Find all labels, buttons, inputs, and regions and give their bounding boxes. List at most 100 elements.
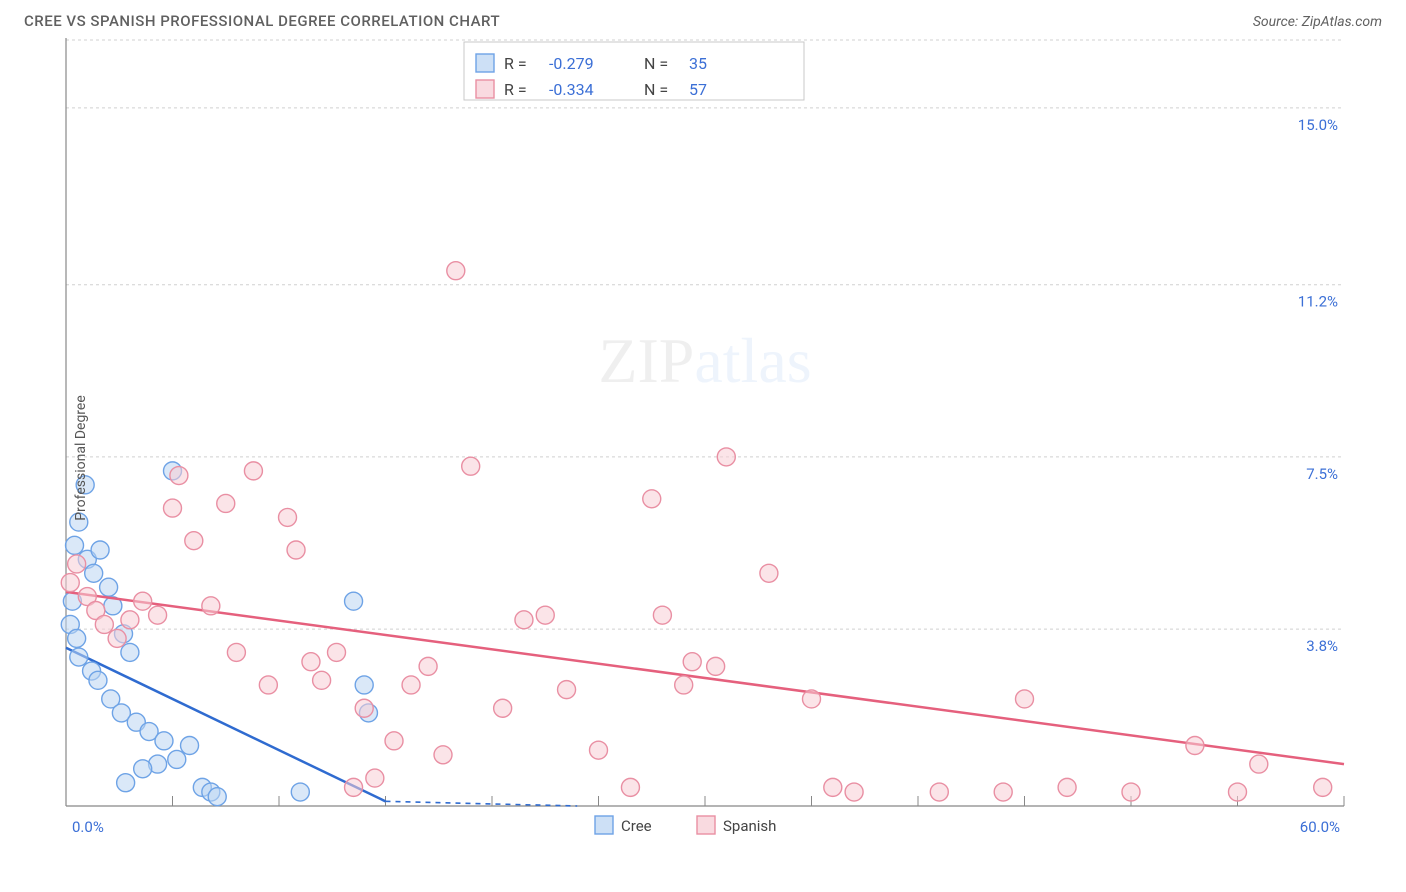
watermark: ZIPatlas xyxy=(598,325,811,396)
data-point xyxy=(621,778,639,796)
series-label: Cree xyxy=(621,817,652,835)
chart-source: Source: ZipAtlas.com xyxy=(1253,14,1382,30)
data-point xyxy=(1229,783,1247,801)
trend-line xyxy=(66,592,1344,764)
legend-swatch xyxy=(476,80,494,98)
data-point xyxy=(402,676,420,694)
data-point xyxy=(70,648,88,666)
data-point xyxy=(845,783,863,801)
data-point xyxy=(244,462,262,480)
data-point xyxy=(181,736,199,754)
data-point xyxy=(1250,755,1268,773)
y-tick-label: 3.8% xyxy=(1306,637,1338,655)
data-point xyxy=(994,783,1012,801)
data-point xyxy=(328,643,346,661)
data-point xyxy=(536,606,554,624)
data-point xyxy=(121,611,139,629)
data-point xyxy=(366,769,384,787)
data-point xyxy=(208,788,226,806)
data-point xyxy=(675,676,693,694)
chart-title: CREE VS SPANISH PROFESSIONAL DEGREE CORR… xyxy=(24,12,500,30)
series-swatch xyxy=(595,816,613,834)
data-point xyxy=(707,657,725,675)
data-point xyxy=(803,690,821,708)
data-point xyxy=(1314,778,1332,796)
y-tick-label: 7.5% xyxy=(1306,465,1338,483)
data-point xyxy=(345,778,363,796)
data-point xyxy=(515,611,533,629)
trend-line xyxy=(66,648,386,802)
data-point xyxy=(91,541,109,559)
data-point xyxy=(85,564,103,582)
data-point xyxy=(1122,783,1140,801)
legend-n-label: N = xyxy=(644,80,668,99)
data-point xyxy=(61,574,79,592)
data-point xyxy=(558,681,576,699)
data-point xyxy=(149,606,167,624)
data-point xyxy=(168,750,186,768)
data-point xyxy=(494,699,512,717)
data-point xyxy=(302,653,320,671)
x-start-label: 0.0% xyxy=(72,818,104,836)
data-point xyxy=(447,262,465,280)
data-point xyxy=(108,629,126,647)
data-point xyxy=(760,564,778,582)
data-point xyxy=(89,671,107,689)
data-point xyxy=(202,597,220,615)
data-point xyxy=(170,467,188,485)
legend-swatch xyxy=(476,54,494,72)
data-point xyxy=(287,541,305,559)
data-point xyxy=(217,494,235,512)
data-point xyxy=(68,629,86,647)
data-point xyxy=(291,783,309,801)
data-point xyxy=(930,783,948,801)
data-point xyxy=(355,676,373,694)
data-point xyxy=(683,653,701,671)
series-swatch xyxy=(697,816,715,834)
data-point xyxy=(95,615,113,633)
data-point xyxy=(434,746,452,764)
data-point xyxy=(134,592,152,610)
data-point xyxy=(1186,736,1204,754)
x-end-label: 60.0% xyxy=(1300,818,1340,836)
legend-r-label: R = xyxy=(504,80,527,99)
data-point xyxy=(121,643,139,661)
chart-container: Professional Degree 3.8%7.5%11.2%15.0%ZI… xyxy=(24,38,1382,878)
data-point xyxy=(68,555,86,573)
data-point xyxy=(345,592,363,610)
data-point xyxy=(155,732,173,750)
data-point xyxy=(462,457,480,475)
data-point xyxy=(643,490,661,508)
data-point xyxy=(164,499,182,517)
data-point xyxy=(1016,690,1034,708)
legend-n-value: 57 xyxy=(689,80,707,99)
data-point xyxy=(590,741,608,759)
data-point xyxy=(259,676,277,694)
legend-n-label: N = xyxy=(644,54,668,73)
legend-r-value: -0.279 xyxy=(549,54,594,73)
data-point xyxy=(66,536,84,554)
series-label: Spanish xyxy=(723,817,776,835)
data-point xyxy=(717,448,735,466)
data-point xyxy=(279,508,297,526)
data-point xyxy=(824,778,842,796)
chart-header: CREE VS SPANISH PROFESSIONAL DEGREE CORR… xyxy=(0,0,1406,38)
y-tick-label: 15.0% xyxy=(1298,116,1338,134)
data-point xyxy=(355,699,373,717)
data-point xyxy=(185,532,203,550)
data-point xyxy=(313,671,331,689)
y-axis-label: Professional Degree xyxy=(73,395,89,521)
data-point xyxy=(227,643,245,661)
y-tick-label: 11.2% xyxy=(1298,293,1338,311)
data-point xyxy=(419,657,437,675)
data-point xyxy=(117,774,135,792)
data-point xyxy=(1058,778,1076,796)
legend-r-value: -0.334 xyxy=(549,80,594,99)
legend-r-label: R = xyxy=(504,54,527,73)
data-point xyxy=(134,760,152,778)
data-point xyxy=(100,578,118,596)
data-point xyxy=(653,606,671,624)
correlation-chart: 3.8%7.5%11.2%15.0%ZIPatlasR = -0.279N = … xyxy=(24,38,1382,878)
legend-n-value: 35 xyxy=(689,54,707,73)
data-point xyxy=(385,732,403,750)
